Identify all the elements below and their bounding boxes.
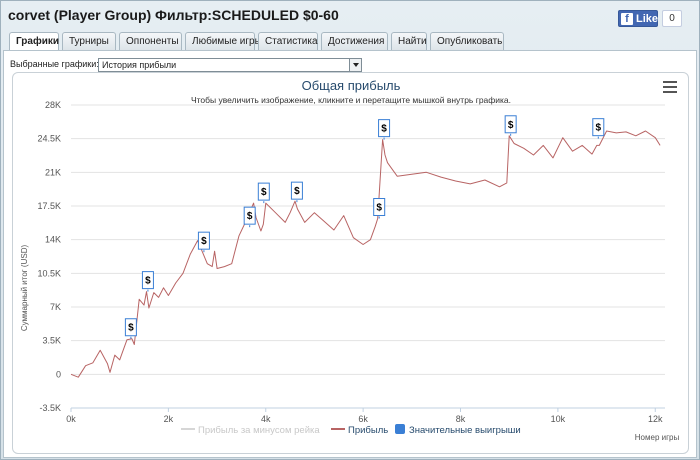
y-tick-label: 7K	[50, 302, 61, 312]
tab-achievements[interactable]: Достижения	[321, 32, 388, 50]
legend-item[interactable]: Значительные выигрыши	[395, 424, 521, 436]
y-tick-label: 28K	[45, 100, 61, 110]
big-win-flag	[257, 182, 270, 201]
chart-grid	[71, 104, 665, 409]
big-win-flag-label: $	[376, 203, 382, 214]
big-win-flag	[592, 118, 605, 137]
big-win-marker[interactable]: $	[243, 206, 256, 228]
y-tick-label: 17.5K	[37, 201, 61, 211]
big-win-flag	[373, 198, 386, 217]
x-tick-label: 4k	[261, 414, 271, 424]
chart-axes: -3.5K 0 3.5K 7K 10.5K 14K 17.5K 21K 24.5K 28K 0k 2k…	[37, 100, 665, 424]
big-win-flag-label: $	[247, 211, 253, 222]
y-axis-title: Суммарный итог (USD)	[20, 245, 29, 332]
facebook-like-button[interactable]: f Like	[618, 10, 658, 27]
y-tick-label: 3.5K	[42, 336, 61, 346]
chart-title: Общая прибыль	[302, 78, 401, 93]
profit-chart[interactable]: -3.5K 0 3.5K 7K 10.5K 14K 17.5K 21K 24.5K 28K 0k 2k…	[12, 72, 689, 454]
y-tick-label: 0	[56, 369, 61, 379]
big-win-marker[interactable]: $	[124, 318, 137, 339]
chevron-down-icon[interactable]	[349, 59, 361, 71]
big-win-flag	[378, 119, 391, 138]
tab-favorite-games[interactable]: Любимые игры	[185, 32, 262, 50]
legend-item[interactable]: Прибыль	[331, 425, 388, 436]
big-win-marker[interactable]: $	[378, 119, 391, 140]
big-win-flag-label: $	[145, 276, 151, 287]
big-win-marker[interactable]: $	[373, 198, 386, 219]
chart-selector-dropdown[interactable]: История прибыли	[98, 58, 362, 72]
x-tick-label: 12k	[648, 414, 663, 424]
big-win-marker[interactable]: $	[197, 231, 210, 253]
legend-swatch	[395, 424, 405, 434]
y-tick-label: -3.5K	[39, 403, 61, 413]
big-win-flag-label: $	[381, 124, 387, 135]
big-win-flag-label: $	[201, 236, 207, 247]
y-tick-label: 10.5K	[37, 268, 61, 278]
x-tick-label: 10k	[551, 414, 566, 424]
chart-menu-icon[interactable]	[663, 81, 677, 93]
y-tick-label: 14K	[45, 235, 61, 245]
legend-item[interactable]: Прибыль за минусом рейка	[181, 425, 320, 436]
facebook-logo-icon: f	[621, 13, 633, 25]
tab-opponents[interactable]: Оппоненты	[119, 32, 182, 50]
charts-panel: Выбранные графики: История прибыли -3.5K…	[3, 50, 697, 458]
title-bar: corvet (Player Group) Фильтр:SCHEDULED $…	[1, 1, 699, 31]
big-win-flag	[141, 271, 154, 290]
facebook-like-count: 0	[662, 10, 682, 27]
profit-series-line	[70, 130, 661, 378]
tab-search[interactable]: Найти	[391, 32, 427, 50]
chart-legend: Прибыль за минусом рейка Прибыль Значитель…	[181, 424, 521, 436]
big-win-marker[interactable]: $	[290, 181, 303, 203]
tab-statistics[interactable]: Статистика	[258, 32, 318, 50]
chart-markers: $ $ $ $ $ $ $ $ $ $	[124, 115, 605, 339]
facebook-like-label: Like	[636, 13, 659, 25]
chart-selector-value: История прибыли	[102, 60, 177, 70]
x-tick-label: 0k	[66, 414, 76, 424]
legend-label: Прибыль за минусом рейка	[198, 425, 320, 436]
big-win-flag-label: $	[508, 120, 514, 131]
big-win-flag-label: $	[596, 123, 602, 134]
chart-series	[70, 130, 661, 378]
big-win-flag	[124, 318, 137, 337]
big-win-flag-label: $	[294, 186, 300, 197]
x-axis-title: Номер игры	[635, 433, 680, 442]
y-tick-label: 21K	[45, 167, 61, 177]
window-title: corvet (Player Group) Фильтр:SCHEDULED $…	[8, 7, 339, 23]
legend-label: Прибыль	[348, 425, 388, 436]
chart-selector-label: Выбранные графики:	[10, 59, 99, 69]
tab-publish[interactable]: Опубликовать	[430, 32, 504, 50]
chart-canvas[interactable]: -3.5K 0 3.5K 7K 10.5K 14K 17.5K 21K 24.5K 28K 0k 2k…	[13, 73, 690, 455]
big-win-marker[interactable]: $	[504, 115, 517, 136]
big-win-marker[interactable]: $	[257, 182, 270, 204]
tab-charts[interactable]: Графики	[9, 32, 59, 51]
tab-tournaments[interactable]: Турниры	[62, 32, 116, 50]
legend-label: Значительные выигрыши	[409, 425, 521, 436]
big-win-flag	[197, 231, 210, 250]
big-win-flag	[243, 206, 256, 225]
x-tick-label: 8k	[456, 414, 466, 424]
big-win-flag	[504, 115, 517, 134]
x-tick-label: 6k	[358, 414, 368, 424]
big-win-flag-label: $	[128, 323, 134, 334]
big-win-marker[interactable]: $	[592, 118, 605, 139]
big-win-flag	[290, 181, 303, 200]
y-tick-label: 24.5K	[37, 134, 61, 144]
chart-subtitle: Чтобы увеличить изображение, кликните и …	[191, 95, 511, 105]
big-win-flag-label: $	[261, 187, 267, 198]
x-tick-label: 2k	[164, 414, 174, 424]
big-win-marker[interactable]: $	[141, 271, 154, 292]
